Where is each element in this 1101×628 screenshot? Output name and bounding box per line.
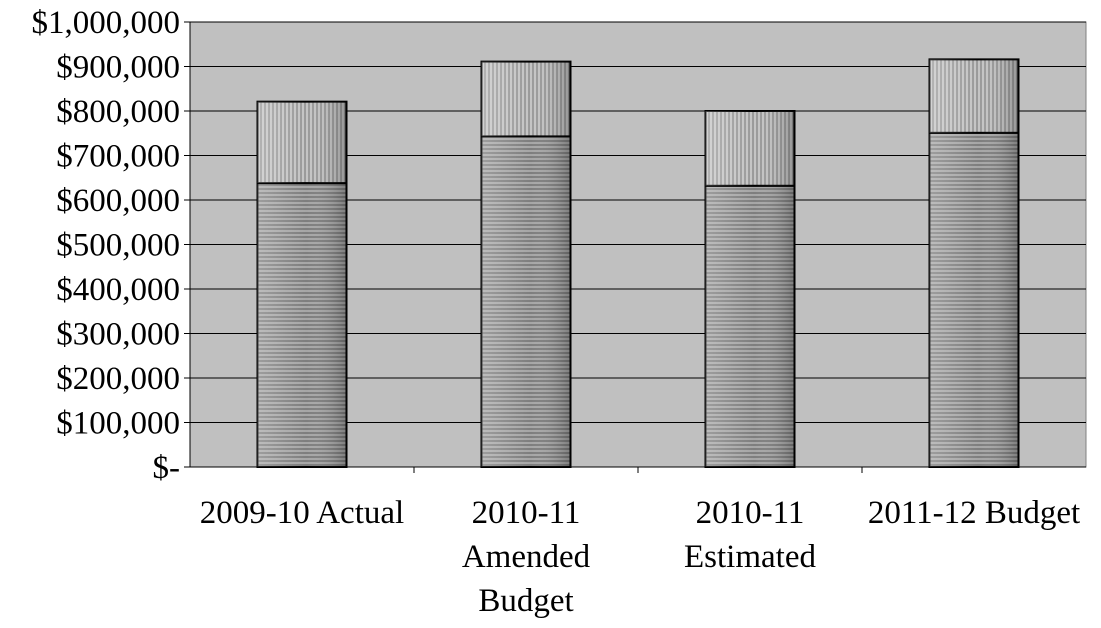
bar-shading bbox=[929, 59, 1019, 133]
x-category-label: 2010-11 bbox=[472, 495, 581, 531]
y-tick-label: $700,000 bbox=[56, 139, 180, 175]
bar-shading bbox=[705, 111, 795, 186]
x-category-label: Budget bbox=[478, 583, 573, 619]
x-category-label: 2009-10 Actual bbox=[200, 495, 404, 531]
bar-shading bbox=[929, 132, 1019, 467]
y-tick-label: $400,000 bbox=[56, 272, 180, 308]
y-tick-label: $600,000 bbox=[56, 183, 180, 219]
x-category-label: 2010-11 bbox=[696, 495, 805, 531]
x-category-label: Amended bbox=[462, 539, 591, 575]
bar-shading bbox=[481, 136, 571, 468]
y-tick-label: $300,000 bbox=[56, 317, 180, 353]
y-tick-label: $200,000 bbox=[56, 361, 180, 397]
y-tick-label: $1,000,000 bbox=[32, 5, 181, 41]
y-tick-label: $800,000 bbox=[56, 94, 180, 130]
y-tick-label: $500,000 bbox=[56, 228, 180, 264]
y-tick-label: $100,000 bbox=[56, 406, 180, 442]
bars bbox=[256, 58, 1020, 469]
bar-shading bbox=[257, 101, 347, 184]
y-tick-label: $- bbox=[153, 450, 181, 486]
bar-shading bbox=[705, 185, 795, 467]
y-tick-label: $900,000 bbox=[56, 50, 180, 86]
bar-shading bbox=[481, 61, 571, 137]
x-axis-category-labels: 2009-10 Actual 2010-11 Amended Budget 2010-1… bbox=[200, 495, 1080, 619]
axes bbox=[184, 21, 1086, 473]
x-category-label: 2011-12 Budget bbox=[868, 495, 1080, 531]
bar-shading bbox=[257, 183, 347, 467]
y-axis-tick-labels: $- $100,000 $200,000 $300,000 $400,000 $500,0… bbox=[32, 5, 181, 486]
x-category-label: Estimated bbox=[684, 539, 816, 575]
